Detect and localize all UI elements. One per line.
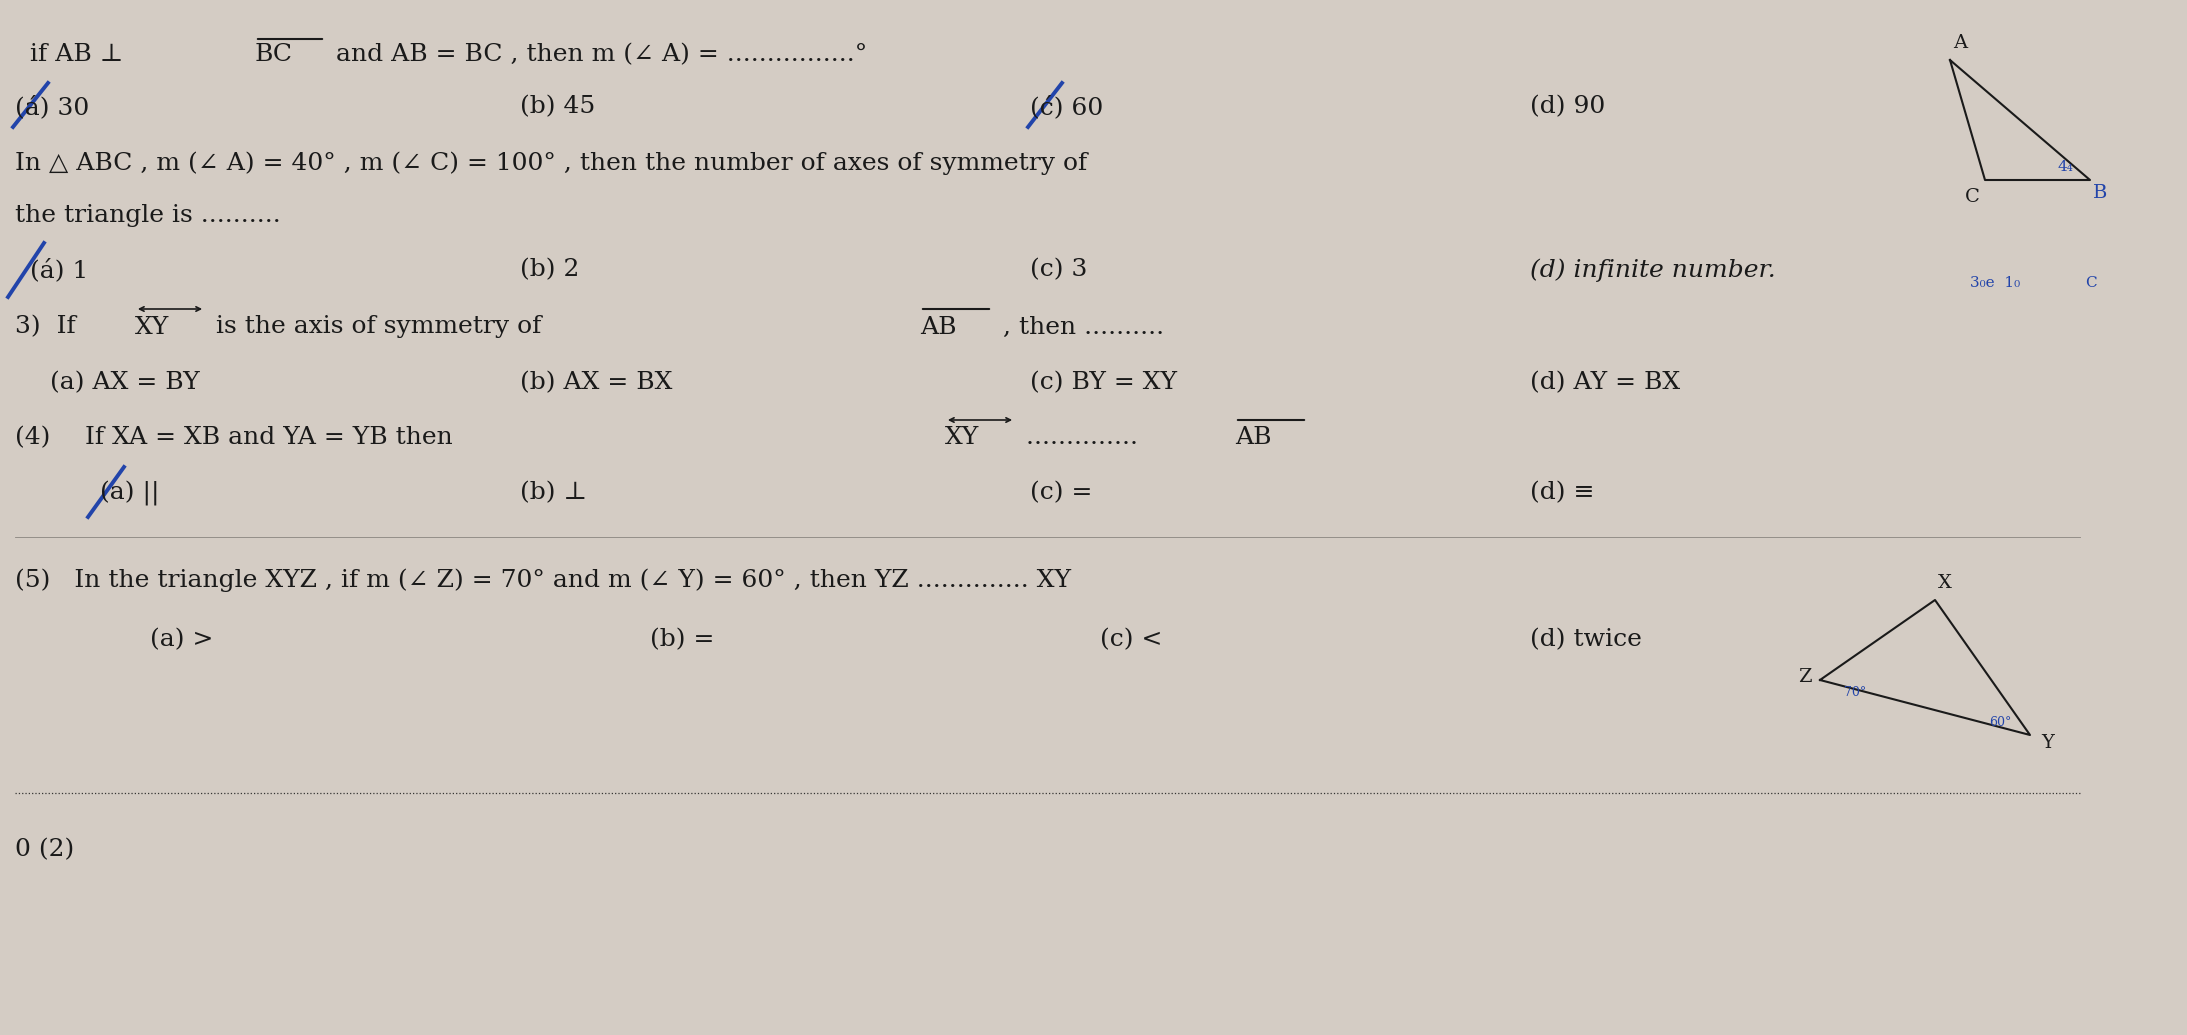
Text: (d) AY = BX: (d) AY = BX — [1531, 372, 1680, 394]
Text: the triangle is ..........: the triangle is .......... — [15, 204, 280, 227]
Text: AB: AB — [1236, 426, 1271, 449]
Text: (b) =: (b) = — [650, 628, 715, 651]
Text: 0 (2): 0 (2) — [15, 838, 74, 861]
Text: is the axis of symmetry of: is the axis of symmetry of — [208, 316, 549, 338]
Text: 60°: 60° — [1988, 716, 2012, 730]
Text: (c) <: (c) < — [1100, 628, 1161, 651]
Text: XY: XY — [136, 316, 168, 338]
Text: 70°: 70° — [1844, 686, 1866, 700]
Text: If XA = XB and YA = YB then: If XA = XB and YA = YB then — [85, 426, 461, 449]
Text: (5)   In the triangle XYZ , if m (∠ Z) = 70° and m (∠ Y) = 60° , then YZ .......: (5) In the triangle XYZ , if m (∠ Z) = 7… — [15, 568, 1072, 592]
Text: (c) 3: (c) 3 — [1030, 259, 1087, 282]
Text: (b) 2: (b) 2 — [521, 259, 580, 282]
Text: (ć) 60: (ć) 60 — [1030, 95, 1102, 119]
Text: A: A — [1953, 34, 1966, 52]
Text: 3)  If: 3) If — [15, 316, 83, 338]
Text: (d) 90: (d) 90 — [1531, 95, 1605, 118]
Text: In △ ABC , m (∠ A) = 40° , m (∠ C) = 100° , then the number of axes of symmetry : In △ ABC , m (∠ A) = 40° , m (∠ C) = 100… — [15, 151, 1087, 175]
Text: (a) AX = BY: (a) AX = BY — [50, 372, 199, 394]
Text: B: B — [2093, 184, 2108, 202]
Text: XY: XY — [945, 426, 980, 449]
Text: X: X — [1938, 574, 1953, 592]
Text: BC: BC — [256, 43, 293, 66]
Text: (b) 45: (b) 45 — [521, 95, 595, 118]
Text: C: C — [1964, 188, 1979, 206]
Text: (d) infinite number.: (d) infinite number. — [1531, 259, 1776, 282]
Text: , then ..........: , then .......... — [995, 316, 1163, 338]
Text: (a) ||: (a) || — [101, 480, 160, 505]
Text: if AB ⊥: if AB ⊥ — [31, 43, 131, 66]
Text: Z: Z — [1798, 668, 1811, 686]
Text: AB: AB — [921, 316, 956, 338]
Text: Y: Y — [2040, 734, 2054, 752]
Text: 4₄: 4₄ — [2058, 160, 2073, 174]
Text: (d) twice: (d) twice — [1531, 628, 1642, 651]
Text: (á) 1: (á) 1 — [31, 258, 87, 282]
Text: (b) ⊥: (b) ⊥ — [521, 481, 586, 504]
Text: (b) AX = BX: (b) AX = BX — [521, 372, 671, 394]
Text: (á) 30: (á) 30 — [15, 95, 90, 119]
Text: C: C — [2084, 276, 2097, 290]
Text: (d) ≡: (d) ≡ — [1531, 481, 1594, 504]
Text: (c) =: (c) = — [1030, 481, 1091, 504]
Text: and AB = BC , then m (∠ A) = ................°: and AB = BC , then m (∠ A) = ...........… — [328, 43, 868, 66]
Text: 3₀e  1₀: 3₀e 1₀ — [1970, 276, 2021, 290]
Text: (a) >: (a) > — [151, 628, 214, 651]
Text: (4): (4) — [15, 426, 50, 449]
Text: (c) BY = XY: (c) BY = XY — [1030, 372, 1177, 394]
Text: ..............: .............. — [1017, 426, 1146, 449]
